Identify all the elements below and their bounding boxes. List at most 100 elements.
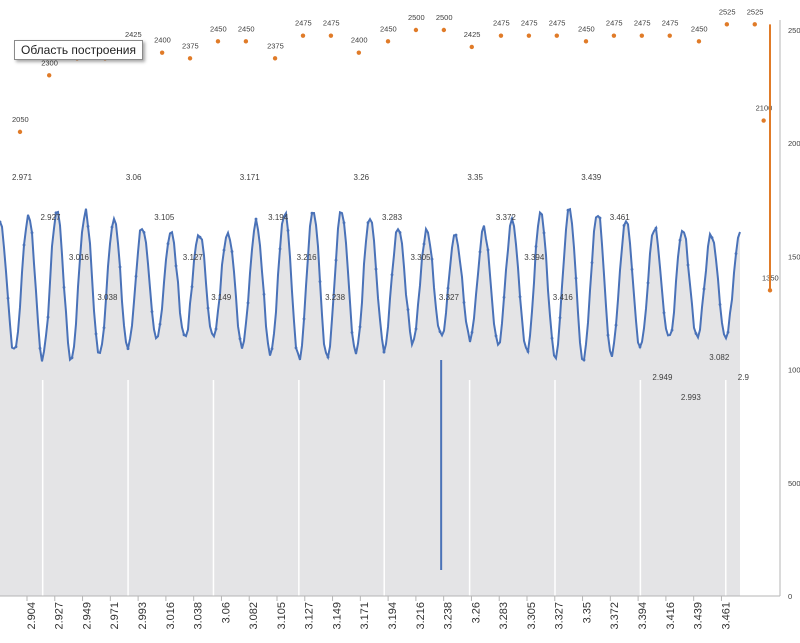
x-axis-tick-label: 3.194: [387, 602, 399, 630]
x-axis-tick-label: 3.461: [720, 602, 732, 630]
orange-series-point: [554, 33, 560, 38]
data-label: 3.038: [97, 293, 118, 302]
primary-series-point: [438, 330, 442, 334]
data-label: 3.416: [553, 293, 574, 302]
x-axis-tick-label: 3.216: [415, 602, 427, 630]
x-axis-tick-label: 2.927: [54, 602, 66, 630]
primary-series-point: [326, 355, 330, 359]
orange-series-label: 2475: [295, 19, 312, 28]
data-label: 3.194: [268, 213, 289, 222]
primary-series-point: [374, 267, 378, 271]
primary-series-point: [62, 285, 66, 289]
primary-series-point: [670, 328, 674, 332]
primary-series-point: [46, 315, 50, 319]
primary-series-point: [694, 332, 698, 335]
orange-series-point: [413, 27, 419, 33]
right-axis-tick-label: 500: [788, 479, 800, 488]
primary-series-point: [406, 308, 410, 312]
primary-series-point: [382, 350, 386, 354]
data-label: 3.171: [240, 173, 261, 182]
primary-series-point: [294, 346, 298, 350]
primary-series-point: [550, 336, 554, 340]
primary-series-point: [334, 258, 338, 262]
primary-series-point: [654, 226, 658, 230]
primary-series-point: [198, 235, 202, 239]
data-label: 3.06: [126, 173, 142, 182]
data-label: 3.372: [496, 213, 517, 222]
orange-series-label: 2450: [691, 24, 708, 33]
primary-series-point: [110, 225, 114, 229]
orange-series-point: [356, 50, 362, 55]
primary-series-point: [454, 233, 458, 237]
orange-series-point: [187, 56, 193, 61]
primary-series-point: [238, 337, 242, 341]
primary-series-point: [6, 296, 10, 300]
right-axis-tick-label: 2000: [788, 139, 800, 148]
primary-series-point: [734, 252, 738, 256]
data-label: 3.238: [325, 293, 346, 302]
primary-series-point: [622, 224, 626, 227]
primary-series-point: [286, 229, 290, 232]
x-axis-tick-label: 3.327: [554, 602, 566, 630]
primary-series-point: [86, 225, 90, 228]
orange-series-label: 2400: [154, 36, 171, 45]
primary-series-point: [718, 303, 722, 306]
data-label: 3.105: [154, 213, 175, 222]
data-label: 3.283: [382, 213, 403, 222]
primary-series-point: [0, 220, 2, 224]
primary-series-point: [342, 221, 346, 225]
x-axis-tick-label: 3.038: [193, 602, 205, 630]
x-axis-tick-label: 3.149: [331, 602, 343, 630]
data-label: 3.149: [211, 293, 232, 302]
primary-series-point: [582, 358, 586, 362]
primary-series-point: [70, 356, 74, 360]
orange-series-label: 2450: [380, 24, 397, 33]
primary-series-point: [686, 263, 690, 267]
orange-series-label: 2100: [756, 104, 773, 113]
primary-series-point: [414, 327, 418, 331]
data-label: 2.971: [12, 173, 33, 182]
primary-series-point: [30, 231, 34, 235]
x-axis-tick-label: 3.439: [693, 602, 705, 630]
primary-series-point: [190, 285, 194, 289]
primary-series-point: [182, 333, 186, 337]
primary-series-point: [646, 281, 650, 285]
primary-series-point: [462, 301, 466, 304]
data-label: 2.993: [681, 393, 702, 402]
primary-series-point: [254, 217, 258, 221]
right-axis-tick-label: 1500: [788, 252, 800, 261]
x-axis-tick-label: 3.105: [276, 602, 288, 630]
x-axis-tick-label: 3.35: [581, 602, 593, 623]
primary-series-point: [422, 242, 426, 246]
x-axis-tick-label: 3.127: [304, 602, 316, 630]
primary-series-point: [398, 231, 402, 234]
orange-series-label: 2450: [210, 24, 227, 33]
primary-series-point: [246, 301, 250, 305]
x-axis-tick-label: 3.283: [498, 602, 510, 630]
primary-series-point: [54, 211, 58, 215]
x-axis-tick-label: 3.06: [220, 602, 232, 623]
primary-series-point: [222, 248, 226, 252]
primary-series-point: [702, 287, 706, 291]
primary-series-point: [710, 236, 714, 240]
data-label: 3.439: [581, 173, 602, 182]
primary-series-point: [446, 286, 450, 290]
primary-series-point: [214, 327, 218, 331]
primary-series-point: [470, 331, 474, 334]
orange-series-point: [215, 39, 221, 44]
primary-series-point: [574, 276, 578, 280]
primary-series-point: [310, 211, 314, 215]
primary-series-point: [566, 208, 570, 212]
primary-series-point: [206, 306, 210, 310]
orange-series-label: 2300: [41, 58, 58, 67]
primary-series-point: [558, 316, 562, 320]
x-axis-tick-label: 2.971: [109, 602, 121, 630]
orange-series-point: [583, 39, 589, 44]
x-axis-tick-label: 2.904: [26, 602, 38, 630]
orange-series-point: [243, 39, 249, 44]
x-axis-tick-label: 2.949: [81, 602, 93, 630]
primary-series-point: [526, 350, 530, 353]
orange-series-point: [639, 33, 645, 38]
